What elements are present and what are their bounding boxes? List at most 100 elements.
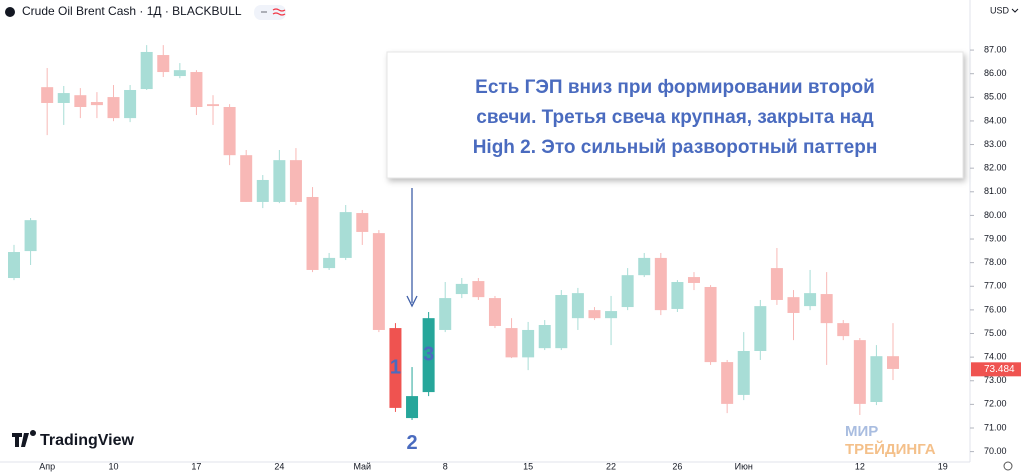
y-tick-label: 86.00 — [984, 68, 1007, 78]
chart-title: Crude Oil Brent Cash · 1Д · BLACKBULL — [22, 4, 242, 18]
candle-body — [207, 104, 220, 107]
x-tick-label: Апр — [39, 461, 55, 471]
x-tick-label: 12 — [855, 461, 865, 471]
candle-body — [422, 318, 435, 393]
badge-icon — [272, 8, 286, 16]
candle-body — [223, 106, 236, 156]
candle-body — [853, 340, 866, 404]
candle-body — [107, 97, 120, 119]
x-tick-label: 10 — [109, 461, 119, 471]
candle-body — [57, 93, 70, 103]
x-tick-label: 19 — [938, 461, 948, 471]
candle-body — [571, 293, 584, 319]
candle-body — [870, 356, 883, 403]
candle-body — [455, 283, 468, 295]
currency-caret — [1011, 8, 1019, 13]
brand-logo — [12, 430, 36, 447]
y-tick-label: 83.00 — [984, 139, 1007, 149]
candle-body — [323, 257, 336, 269]
last-price-label: 73.484 — [984, 364, 1015, 375]
y-tick-label: 73.00 — [984, 375, 1007, 385]
arrow-head — [406, 295, 418, 308]
candle-body — [837, 323, 850, 337]
y-tick-label: 72.00 — [984, 399, 1007, 409]
y-tick-label: 87.00 — [984, 44, 1007, 54]
annotation-box — [386, 51, 964, 179]
y-tick-label: 75.00 — [984, 328, 1007, 338]
candle-body — [605, 311, 618, 319]
y-tick-label: 82.00 — [984, 163, 1007, 173]
candle-body — [406, 396, 419, 419]
candle-body — [24, 220, 37, 252]
candle-body — [505, 328, 518, 358]
y-tick-label: 74.00 — [984, 352, 1007, 362]
watermark: МИР — [845, 423, 878, 440]
y-tick-label: 78.00 — [984, 257, 1007, 267]
candle-body — [339, 212, 352, 258]
watermark: ТРЕЙДИНГА — [845, 440, 936, 458]
brand: TradingView — [40, 432, 135, 449]
candle-body — [887, 356, 900, 369]
candle-body — [157, 55, 170, 73]
candle-body — [472, 281, 485, 298]
candle-label: 3 — [423, 343, 434, 365]
candle-body — [256, 179, 269, 202]
candle-body — [306, 196, 319, 270]
candle-body — [372, 233, 385, 330]
y-tick-label: 77.00 — [984, 281, 1007, 291]
candle-body — [140, 51, 153, 90]
candle-body — [588, 310, 601, 319]
candle-body — [124, 89, 137, 119]
y-tick-label: 71.00 — [984, 422, 1007, 432]
x-tick-label: Июн — [735, 461, 753, 471]
candle-label: 1 — [390, 356, 401, 378]
candle-body — [273, 160, 286, 202]
candle-body — [721, 362, 734, 404]
candle-body — [654, 257, 667, 311]
y-tick-label: 80.00 — [984, 210, 1007, 220]
candle-body — [638, 257, 651, 276]
candle-body — [74, 95, 87, 107]
x-tick-label: 17 — [191, 461, 201, 471]
x-tick-label: 24 — [274, 461, 284, 471]
candle-body — [190, 72, 203, 107]
status-badge[interactable] — [254, 5, 286, 20]
x-tick-label: 22 — [606, 461, 616, 471]
candle-body — [704, 286, 717, 363]
candle-body — [8, 252, 20, 279]
symbol-icon — [5, 7, 15, 17]
candle-body — [804, 293, 817, 307]
candle-body — [240, 155, 253, 202]
candle-body — [173, 70, 186, 77]
last-price-box — [971, 362, 1021, 377]
candle-body — [356, 213, 369, 232]
candle-body — [687, 277, 700, 283]
y-tick-label: 81.00 — [984, 186, 1007, 196]
candle-body — [621, 275, 634, 308]
annotation-line: High 2. Это сильный разворотный паттерн — [473, 137, 878, 158]
candle-body — [671, 282, 684, 309]
currency: USD — [990, 5, 1010, 15]
settings-icon[interactable] — [1003, 461, 1013, 471]
candle-body — [90, 102, 103, 106]
x-tick-label: 8 — [443, 461, 448, 471]
candle-body — [555, 295, 568, 349]
y-tick-label: 76.00 — [984, 304, 1007, 314]
candle-body — [770, 268, 783, 300]
y-tick-label: 85.00 — [984, 92, 1007, 102]
candle-body — [538, 325, 551, 349]
candle-body — [820, 294, 833, 324]
x-tick-label: Май — [353, 461, 371, 471]
candle-body — [289, 160, 302, 202]
candle-body — [488, 298, 501, 326]
annotation-line: Есть ГЭП вниз при формировании второй — [475, 77, 875, 98]
y-tick-label: 84.00 — [984, 115, 1007, 125]
x-tick-label: 15 — [523, 461, 533, 471]
candle-body — [389, 328, 402, 408]
candle-body — [787, 297, 800, 313]
y-tick-label: 79.00 — [984, 233, 1007, 243]
candle-body — [439, 298, 452, 330]
candle-label: 2 — [406, 432, 417, 454]
annotation-line: свечи. Третья свеча крупная, закрыта над — [476, 107, 873, 128]
